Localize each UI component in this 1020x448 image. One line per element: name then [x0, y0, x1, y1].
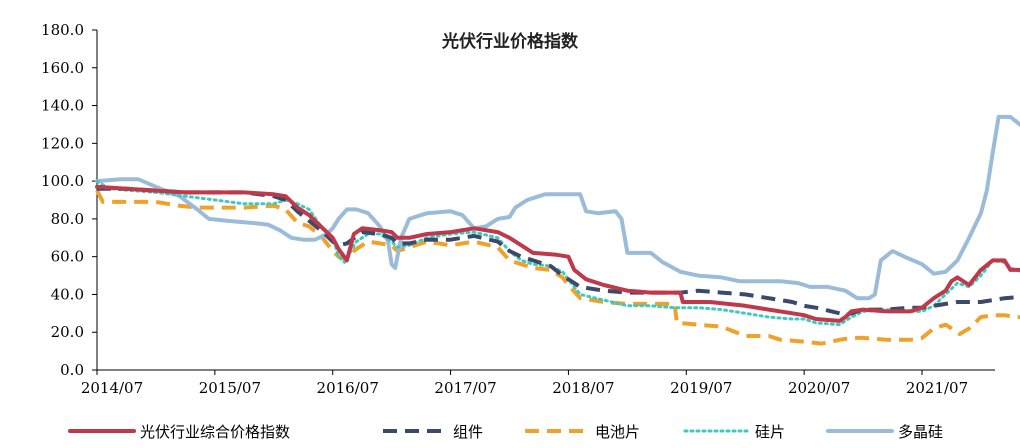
x-tick-label: 2018/07 [552, 379, 614, 397]
x-tick-label: 2019/07 [670, 379, 732, 397]
series-line-2 [95, 189, 1020, 346]
series-line-4 [95, 114, 1020, 301]
y-tick-label: 80.0 [51, 210, 84, 228]
chart-title: 光伏行业价格指数 [441, 31, 579, 52]
legend: 光伏行业综合价格指数 组件 电池片 硅片 多晶硅 [68, 423, 943, 441]
series-lines [95, 114, 1020, 346]
y-tick-label: 140.0 [41, 97, 84, 115]
series-line-1 [97, 186, 1020, 318]
y-tick-label: 160.0 [41, 59, 84, 77]
y-tick-label: 60.0 [51, 248, 84, 266]
x-tick-label: 2016/07 [317, 379, 379, 397]
y-axis-ticks: 0.0 20.0 40.0 60.0 80.0 100.0 120.0 140.0 160.0 1… [41, 21, 97, 379]
legend-label-0: 光伏行业综合价格指数 [140, 423, 290, 441]
y-tick-label: 120.0 [41, 134, 84, 152]
series-line-3 [95, 179, 1020, 327]
legend-label-2: 电池片 [595, 423, 640, 441]
legend-label-4: 多晶硅 [898, 423, 943, 441]
legend-label-3: 硅片 [755, 423, 785, 441]
x-tick-label: 2017/07 [434, 379, 496, 397]
y-tick-label: 20.0 [51, 323, 84, 341]
legend-label-1: 组件 [453, 423, 483, 441]
y-tick-label: 40.0 [51, 285, 84, 303]
series-line-0 [95, 184, 1020, 323]
x-tick-label: 2014/07 [81, 379, 143, 397]
y-tick-label: 0.0 [60, 361, 84, 379]
x-tick-label: 2021/07 [906, 379, 968, 397]
y-tick-label: 100.0 [41, 172, 84, 190]
x-tick-label: 2020/07 [788, 379, 850, 397]
y-tick-label: 180.0 [41, 21, 84, 39]
x-axis-ticks: 2014/07 2015/07 2016/07 2017/07 2018/07 2019/… [81, 370, 968, 397]
x-tick-label: 2015/07 [199, 379, 261, 397]
